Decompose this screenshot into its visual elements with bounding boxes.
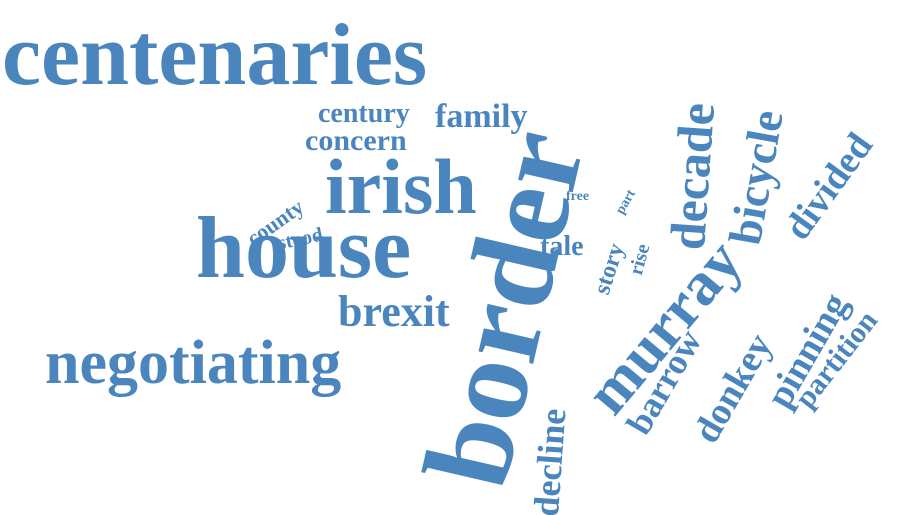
word-negotiating: negotiating bbox=[45, 329, 342, 397]
word-decade: decade bbox=[659, 100, 726, 252]
word-centenaries: centenaries bbox=[2, 7, 428, 104]
word-divided: divided bbox=[776, 125, 882, 248]
word-century: century bbox=[318, 98, 410, 129]
word-brexit: brexit bbox=[338, 287, 450, 336]
word-irish: irish bbox=[325, 143, 477, 230]
word-family: family bbox=[435, 98, 528, 135]
word-tale: tale bbox=[540, 231, 584, 262]
word-rise: rise bbox=[625, 241, 655, 278]
word-house: house bbox=[196, 200, 412, 297]
word-free: free bbox=[566, 189, 590, 204]
word-bicycle: bicycle bbox=[719, 106, 793, 249]
word-part: part bbox=[613, 187, 639, 217]
word-concern: concern bbox=[305, 124, 407, 157]
word-decline: decline bbox=[526, 407, 574, 515]
word-story: story bbox=[589, 240, 630, 298]
